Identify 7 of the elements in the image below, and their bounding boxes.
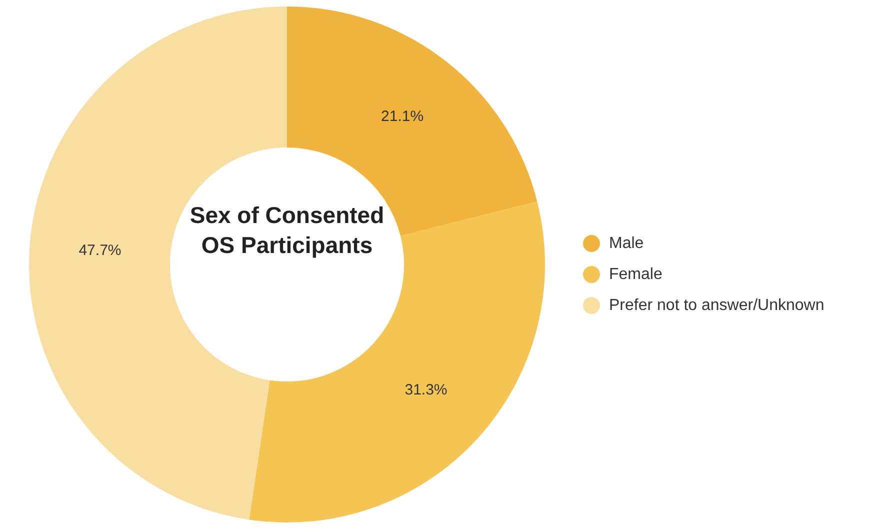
data-label: 21.1% [381, 108, 424, 125]
data-label: 31.3% [404, 382, 448, 399]
legend-label: Male [609, 234, 644, 252]
legend-label: Prefer not to answer/Unknown [609, 296, 824, 314]
data-label: 47.7% [78, 242, 122, 259]
text: Sex of Consented OS Participants [188, 201, 386, 260]
legend-label: Female [609, 266, 662, 284]
